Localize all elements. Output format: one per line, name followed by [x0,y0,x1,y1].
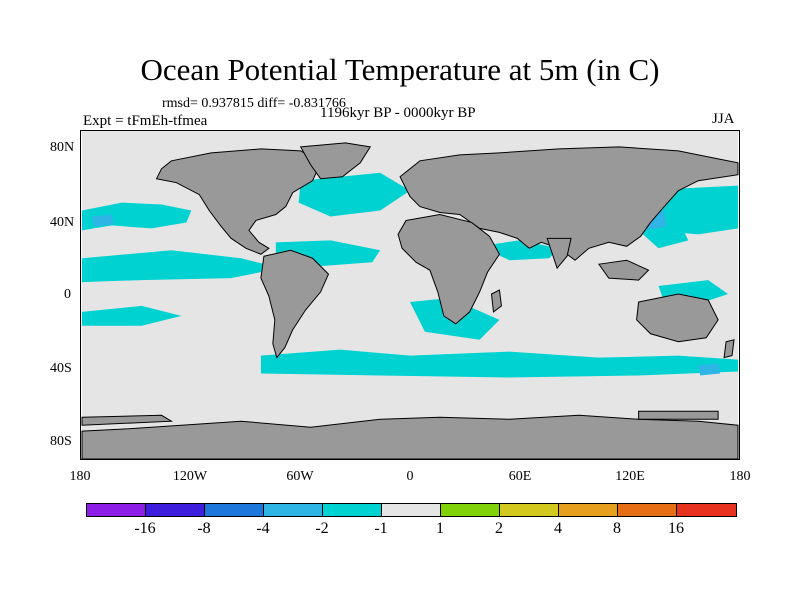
colorbar-label: 2 [495,520,503,537]
map-svg [81,131,739,459]
lon-tick-120e: 120E [615,469,645,484]
colorbar-box [146,504,205,516]
land-australia [636,293,719,343]
land-south-america [260,249,330,359]
land-masses [81,142,739,459]
land-india [546,237,572,270]
lon-tick-180e: 180 [729,469,751,484]
colorbar-box [323,504,382,516]
land-ice-shelf-east [638,410,719,420]
experiment-label: Expt = tFmEh-tfmea [83,113,208,129]
season-label: JJA [712,111,735,127]
map-panel [80,130,740,460]
colorbar-label: 4 [554,520,562,537]
lat-tick-0: 0 [64,287,71,302]
colorbar-box [87,504,146,516]
colorbar-label: 8 [613,520,621,537]
colorbar-label: -2 [315,520,329,537]
map-title: Ocean Potential Temperature at 5m (in C) [140,52,660,87]
land-new-zealand [723,339,735,359]
colorbar-label: -1 [374,520,388,537]
anomaly-patch-southern-ocean [260,349,738,378]
stats-label: rmsd= 0.937815 diff= -0.831766 [162,96,346,111]
lon-tick-0: 0 [406,469,414,484]
lon-tick-60w: 60W [286,469,314,484]
period-label: 1196kyr BP - 0000kyr BP [320,105,476,121]
land-ice-shelf-west [81,414,174,426]
colorbar-label: -16 [134,520,156,537]
colorbar-label: 16 [668,520,684,537]
colorbar-box [264,504,323,516]
land-madagascar [490,289,502,313]
colorbar-box [382,504,441,516]
anomaly-patch-tropical-pacific [82,250,281,283]
colorbar-label: -4 [256,520,270,537]
colorbar-label: 1 [436,520,444,537]
land-greenland [299,142,372,180]
anomaly-patch-arabian-sea [479,240,560,261]
colorbar-box [441,504,500,516]
land-antarctica [81,414,739,459]
colorbar-label: -8 [197,520,211,537]
anomaly-patch-pacific-blue [91,214,114,227]
colorbar-box [677,504,736,516]
land-maritime-asia [597,259,650,281]
anomaly-patch-tasman-blue [698,363,721,376]
colorbar [86,503,737,517]
anomaly-patch-north-atlantic [298,172,410,217]
colorbar-box [559,504,618,516]
lon-tick-180w: 180 [69,469,91,484]
lat-tick-40n: 40N [50,215,75,230]
lat-tick-40s: 40S [50,361,72,376]
lat-tick-80s: 80S [50,434,72,449]
colorbar-box [205,504,264,516]
colorbar-box [618,504,677,516]
anomaly-patch-south-pacific [82,305,182,326]
lat-tick-80n: 80N [50,140,75,155]
lon-tick-60e: 60E [508,469,532,484]
colorbar-box [500,504,559,516]
land-africa [397,213,501,325]
lon-tick-120w: 120W [172,469,208,484]
